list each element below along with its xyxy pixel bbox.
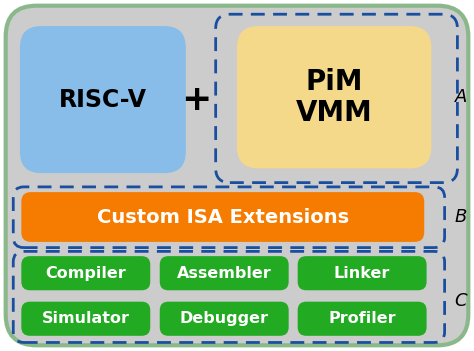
FancyBboxPatch shape <box>298 256 427 290</box>
Text: A: A <box>455 88 467 106</box>
Text: +: + <box>182 82 212 117</box>
Text: PiM
VMM: PiM VMM <box>296 68 373 127</box>
Text: Simulator: Simulator <box>42 311 130 326</box>
FancyBboxPatch shape <box>6 6 468 345</box>
FancyBboxPatch shape <box>21 302 150 336</box>
Text: Profiler: Profiler <box>328 311 396 326</box>
FancyBboxPatch shape <box>20 26 186 173</box>
Text: B: B <box>455 208 467 226</box>
Text: Custom ISA Extensions: Custom ISA Extensions <box>97 207 349 226</box>
FancyBboxPatch shape <box>298 302 427 336</box>
Text: Linker: Linker <box>334 266 390 281</box>
Text: Compiler: Compiler <box>46 266 126 281</box>
FancyBboxPatch shape <box>21 192 424 242</box>
FancyBboxPatch shape <box>21 256 150 290</box>
Text: RISC-V: RISC-V <box>59 88 147 112</box>
Text: Debugger: Debugger <box>180 311 269 326</box>
FancyBboxPatch shape <box>160 256 289 290</box>
Text: Assembler: Assembler <box>177 266 272 281</box>
FancyBboxPatch shape <box>160 302 289 336</box>
Text: C: C <box>455 292 467 310</box>
FancyBboxPatch shape <box>237 26 431 168</box>
